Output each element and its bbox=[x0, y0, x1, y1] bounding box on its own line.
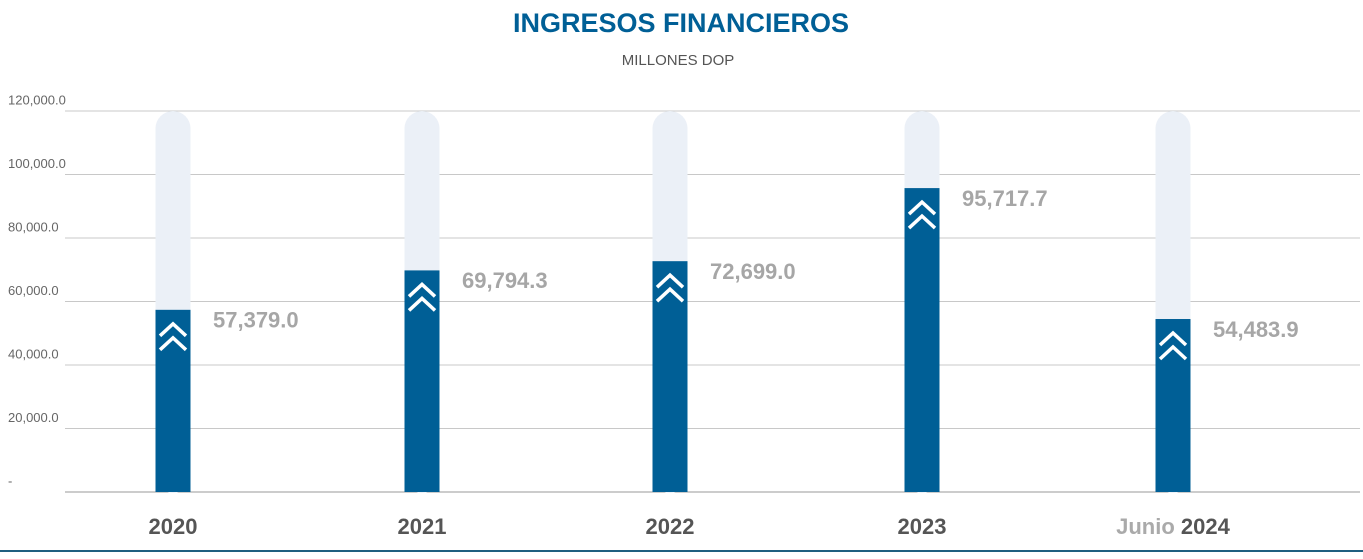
value-label: 95,717.7 bbox=[962, 186, 1048, 211]
bar bbox=[652, 261, 688, 492]
value-label: 57,379.0 bbox=[213, 308, 299, 333]
chevron-icon bbox=[1158, 344, 1188, 361]
y-tick-label: - bbox=[8, 473, 12, 488]
chart-title: INGRESOS FINANCIEROS bbox=[513, 8, 849, 38]
chevron-icon bbox=[907, 199, 937, 216]
x-tick-label: 2023 bbox=[898, 514, 947, 539]
y-tick-label: 20,000.0 bbox=[8, 410, 59, 425]
y-tick-label: 100,000.0 bbox=[8, 156, 66, 171]
x-tick-label: 2021 bbox=[398, 514, 447, 539]
x-tick-label: 2022 bbox=[646, 514, 695, 539]
bar bbox=[404, 270, 440, 492]
x-tick-label: 2020 bbox=[149, 514, 198, 539]
x-tick-label: Junio 2024 bbox=[1116, 514, 1230, 539]
value-label: 72,699.0 bbox=[710, 259, 796, 284]
chart-subtitle: MILLONES DOP bbox=[622, 52, 735, 69]
x-tick-label-part: 2024 bbox=[1175, 514, 1231, 539]
chevron-icon bbox=[655, 286, 685, 303]
chevron-icon bbox=[158, 335, 188, 352]
y-tick-label: 60,000.0 bbox=[8, 283, 59, 298]
y-tick-label: 80,000.0 bbox=[8, 219, 59, 234]
chevron-icon bbox=[158, 321, 188, 338]
chevron-icon bbox=[407, 296, 437, 312]
value-label: 69,794.3 bbox=[462, 268, 548, 293]
bar bbox=[904, 188, 940, 492]
chevron-icon bbox=[907, 213, 937, 230]
y-tick-label: 120,000.0 bbox=[8, 92, 66, 107]
x-tick-label-part: Junio bbox=[1116, 514, 1175, 539]
y-tick-label: 40,000.0 bbox=[8, 346, 59, 361]
chevron-icon bbox=[407, 282, 437, 298]
value-label: 54,483.9 bbox=[1213, 317, 1299, 342]
chevron-icon bbox=[655, 272, 685, 289]
chevron-icon bbox=[1158, 330, 1188, 347]
